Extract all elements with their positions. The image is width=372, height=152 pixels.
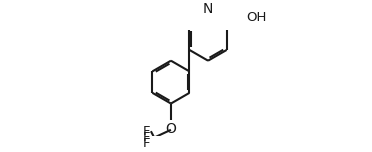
Text: F: F <box>143 131 150 144</box>
Text: O: O <box>166 122 176 136</box>
Text: F: F <box>143 125 150 138</box>
Text: OH: OH <box>247 11 267 24</box>
Text: N: N <box>203 2 213 16</box>
Text: F: F <box>143 137 150 150</box>
